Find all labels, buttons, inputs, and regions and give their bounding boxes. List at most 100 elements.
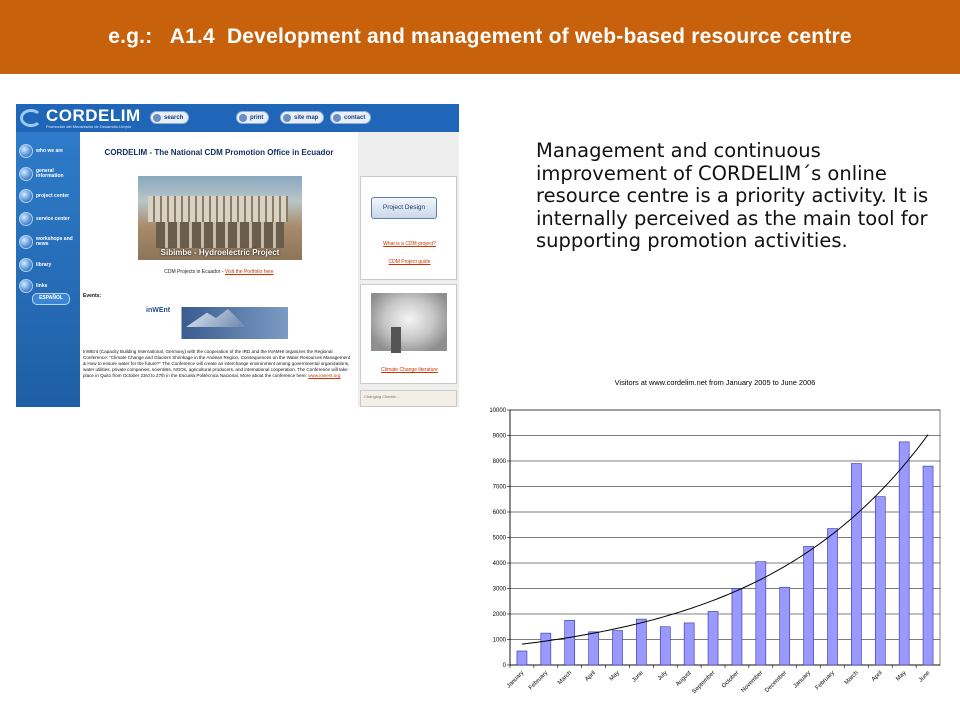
bar bbox=[779, 586, 791, 666]
climate-card: Climate Change literature bbox=[360, 284, 457, 384]
sidebar-item-service-center[interactable]: service center bbox=[19, 212, 76, 226]
events-label: Events: bbox=[83, 293, 102, 299]
what-is-cdm-link[interactable]: What is a CDM project? bbox=[383, 241, 436, 247]
slide-title: e.g.: A1.4 Development and management of… bbox=[108, 25, 852, 48]
sidebar-item-workshops[interactable]: workshops and news bbox=[19, 235, 76, 249]
x-tick-label: May bbox=[895, 670, 907, 682]
sitemap-icon bbox=[283, 113, 291, 122]
x-tick-label: February bbox=[528, 670, 549, 691]
bar bbox=[588, 631, 599, 666]
sidebar-item-library[interactable]: library bbox=[19, 258, 76, 272]
x-tick-label: December bbox=[764, 670, 788, 694]
bar bbox=[516, 650, 528, 666]
banner-mountain bbox=[186, 309, 246, 327]
bar bbox=[540, 632, 552, 666]
photo-caption: Sibimbe - Hydroelectric Project bbox=[160, 248, 280, 257]
x-tick-label: April bbox=[871, 670, 884, 683]
cdm-projects-line: CDM Projects in Ecuador - Visit the Port… bbox=[80, 269, 358, 275]
globe-icon bbox=[19, 235, 33, 249]
chimney bbox=[391, 327, 401, 353]
bar bbox=[803, 546, 814, 666]
slide-header: e.g.: A1.4 Development and management of… bbox=[0, 0, 960, 74]
bar bbox=[827, 528, 838, 666]
project-design-button[interactable]: Project Design bbox=[371, 197, 437, 219]
bar bbox=[922, 465, 934, 666]
bar bbox=[851, 463, 862, 666]
site-sidebar: who we are general information project c… bbox=[16, 132, 80, 407]
cdm-projects-text: CDM Projects in Ecuador - bbox=[164, 269, 225, 275]
globe-icon bbox=[19, 279, 33, 293]
smokestack-image bbox=[371, 293, 447, 351]
y-tick-label: 7000 bbox=[493, 485, 507, 491]
y-tick-label: 5000 bbox=[493, 536, 507, 542]
globe-icon bbox=[19, 189, 33, 203]
bar bbox=[612, 630, 623, 666]
search-icon bbox=[153, 113, 161, 122]
bar bbox=[755, 561, 767, 666]
photo-base bbox=[156, 222, 284, 248]
bar bbox=[874, 496, 886, 666]
x-tick-label: January bbox=[506, 670, 525, 689]
x-tick-label: May bbox=[609, 670, 621, 682]
nav-contact-button[interactable]: contact bbox=[330, 111, 372, 124]
y-tick-label: 3000 bbox=[493, 587, 507, 593]
cdm-guide-link[interactable]: CDM Project guide bbox=[388, 259, 431, 265]
inwent-link[interactable]: www.inwent.org bbox=[308, 373, 341, 378]
site-right-column: Project Design What is a CDM project? CD… bbox=[358, 132, 459, 407]
globe-icon bbox=[19, 167, 33, 181]
website-screenshot: CORDELIM Promoción del Mecanismo de Desa… bbox=[16, 104, 459, 407]
x-tick-label: March bbox=[557, 670, 573, 686]
description-text: Management and continuous improvement of… bbox=[536, 139, 929, 253]
x-tick-label: June bbox=[631, 670, 645, 684]
bar bbox=[636, 618, 647, 666]
bar bbox=[683, 622, 695, 666]
bar bbox=[707, 611, 719, 666]
climate-literature-link[interactable]: Climate Change literature bbox=[381, 367, 438, 373]
globe-icon bbox=[19, 144, 33, 158]
inwent-paragraph: InWEnt (Capacity Building International,… bbox=[83, 349, 353, 379]
x-tick-label: June bbox=[918, 670, 932, 684]
nav-print-button[interactable]: print bbox=[236, 111, 270, 124]
sidebar-item-links[interactable]: links bbox=[19, 279, 76, 293]
site-content: CORDELIM - The National CDM Promotion Of… bbox=[80, 132, 358, 407]
x-tick-label: March bbox=[844, 670, 860, 686]
conference-banner[interactable] bbox=[146, 307, 288, 339]
hydro-project-photo: Sibimbe - Hydroelectric Project bbox=[138, 176, 302, 260]
photo-roof bbox=[148, 196, 288, 222]
site-top-bar: CORDELIM Promoción del Mecanismo de Desa… bbox=[16, 104, 459, 132]
x-tick-label: July bbox=[657, 670, 669, 682]
chart-title: Visitors at www.cordelim.net from Januar… bbox=[614, 378, 816, 387]
x-tick-label: February bbox=[815, 670, 836, 691]
bar bbox=[731, 588, 743, 666]
bottom-card: Changing Climate... bbox=[360, 390, 457, 407]
globe-icon bbox=[19, 212, 33, 226]
sidebar-item-general-information[interactable]: general information bbox=[19, 167, 76, 181]
y-tick-label: 9000 bbox=[493, 434, 507, 440]
x-tick-label: October bbox=[721, 670, 740, 689]
y-tick-label: 8000 bbox=[493, 459, 507, 465]
y-tick-label: 6000 bbox=[493, 510, 507, 516]
x-tick-label: September bbox=[691, 670, 716, 695]
inwent-logo: inWEnt bbox=[146, 307, 171, 314]
inwent-text: InWEnt (Capacity Building International,… bbox=[83, 349, 351, 378]
language-espanol-button[interactable]: ESPAÑOL bbox=[32, 293, 70, 305]
y-tick-label: 10000 bbox=[489, 408, 506, 414]
sidebar-item-who-we-are[interactable]: who we are bbox=[19, 144, 76, 158]
y-tick-label: 2000 bbox=[493, 612, 507, 618]
y-tick-label: 0 bbox=[503, 663, 507, 669]
nav-search-button[interactable]: search bbox=[150, 111, 190, 124]
sidebar-item-project-center[interactable]: project center bbox=[19, 189, 76, 203]
portfolio-link[interactable]: Visit the Portfolio here bbox=[224, 269, 274, 275]
y-tick-label: 1000 bbox=[493, 638, 507, 644]
x-tick-label: January bbox=[793, 670, 812, 689]
site-logo: CORDELIM Promoción del Mecanismo de Desa… bbox=[20, 106, 152, 130]
trendline bbox=[521, 434, 929, 645]
logo-swirl-icon bbox=[20, 109, 42, 127]
bar bbox=[898, 441, 910, 666]
x-tick-label: April bbox=[584, 670, 597, 683]
x-tick-label: August bbox=[675, 670, 693, 688]
x-tick-label: November bbox=[740, 670, 764, 694]
nav-sitemap-button[interactable]: site map bbox=[280, 111, 325, 124]
print-icon bbox=[239, 113, 247, 122]
visitors-bar-chart: 0 1000 2000 3000 4000 5000 6000 7000 8000 9000 100… bbox=[489, 408, 941, 695]
